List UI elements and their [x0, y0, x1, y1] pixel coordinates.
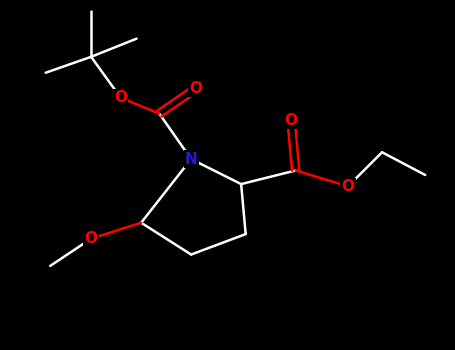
- Text: N: N: [185, 152, 197, 167]
- Text: O: O: [189, 81, 202, 96]
- Text: O: O: [114, 90, 127, 105]
- Text: O: O: [285, 113, 298, 128]
- Text: O: O: [341, 179, 354, 194]
- Text: O: O: [85, 231, 98, 246]
